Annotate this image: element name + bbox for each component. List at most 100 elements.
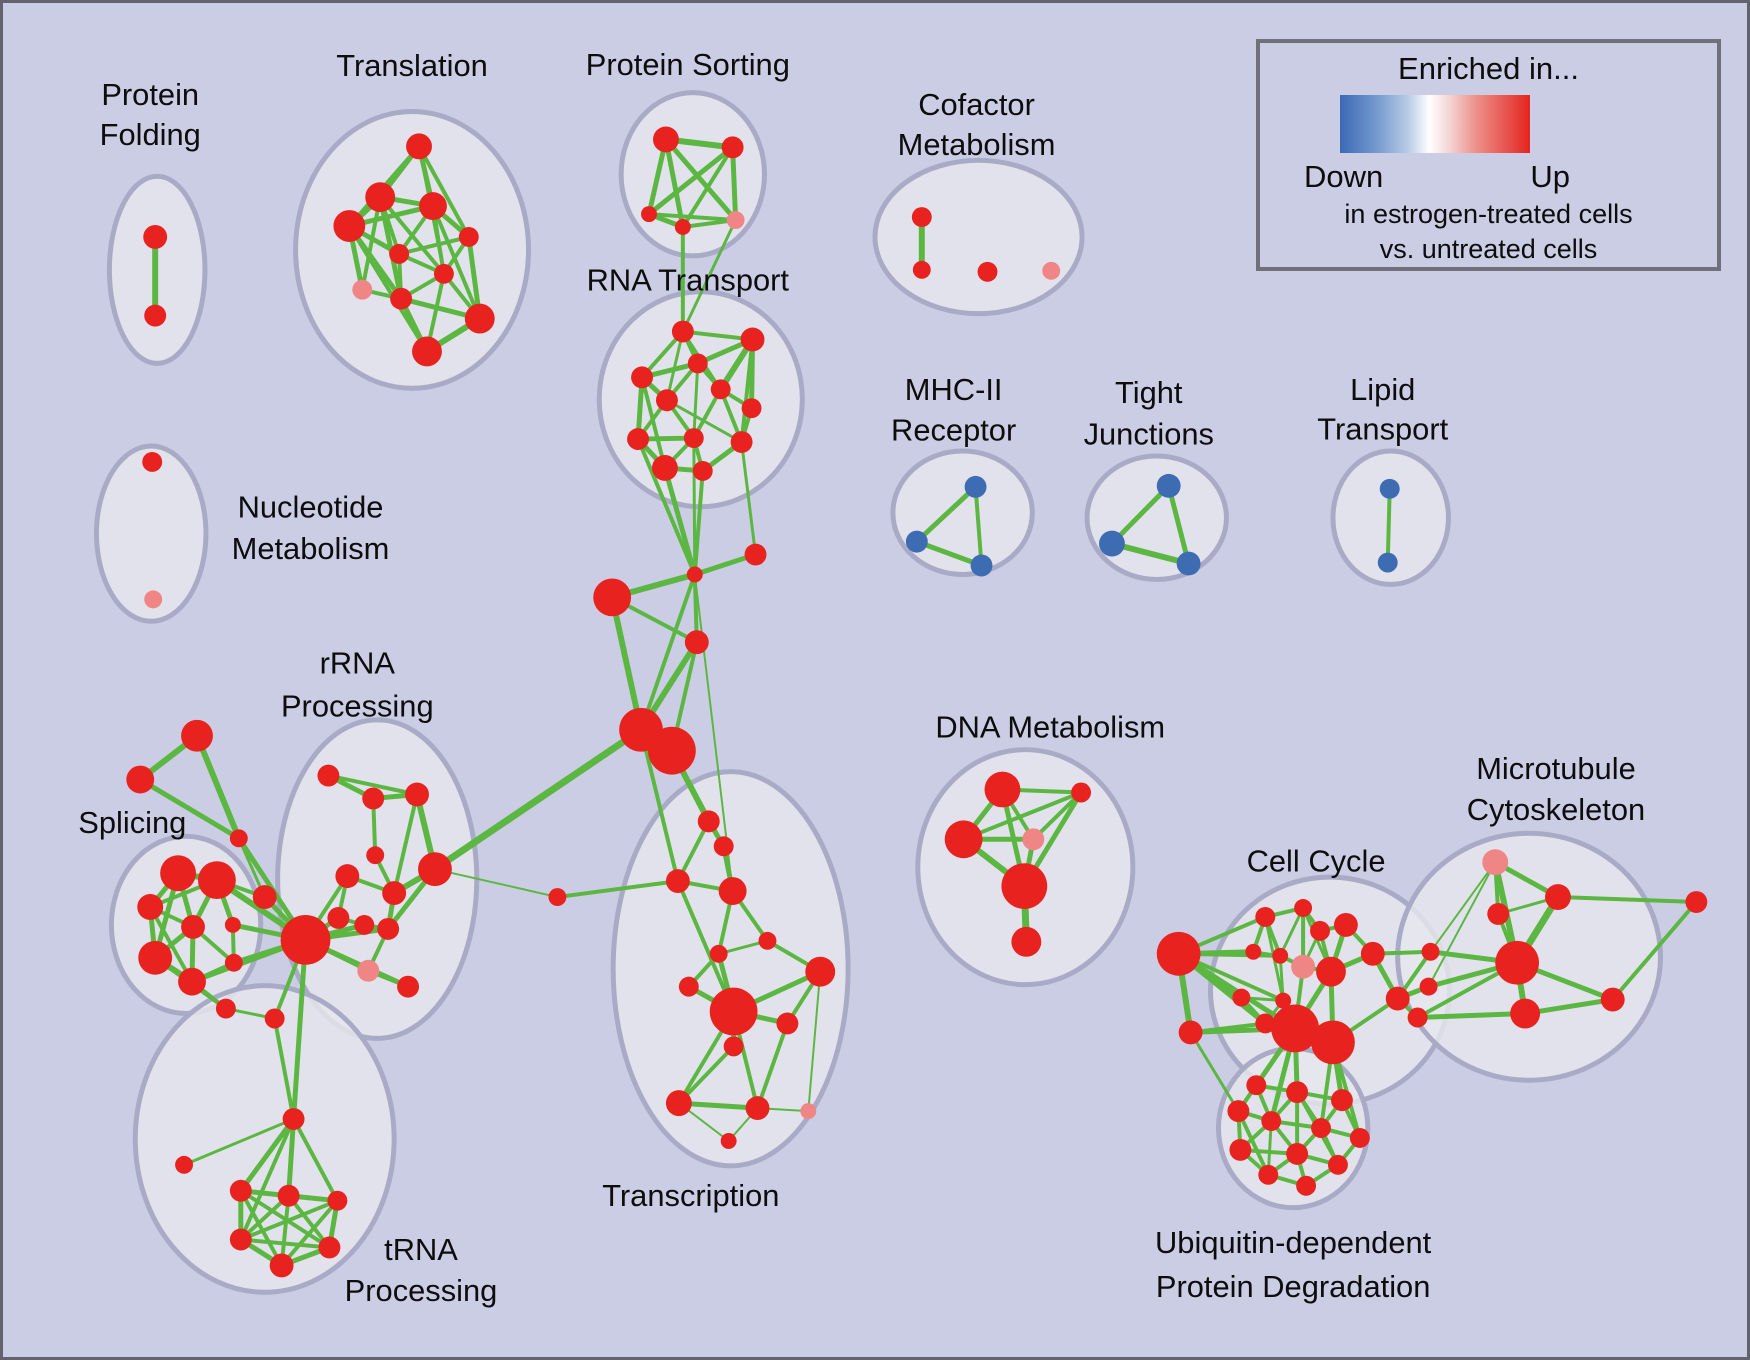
node-tl3 [333,210,366,242]
cluster-label-lipid-transport: Lipid [1350,372,1415,407]
edge-tc-u1 [286,1116,297,1199]
edge-u2-u3 [238,1198,340,1242]
node-w5 [1311,1118,1331,1138]
node-rr4 [335,864,360,889]
node-v7 [678,976,699,997]
edge-ps0-ps3 [663,136,686,230]
node-G2 [648,726,696,775]
node-rr9 [377,917,400,940]
edge-v8-v14 [807,970,822,1113]
node-v12 [665,1090,692,1117]
edge-rr2-rr6 [392,792,420,896]
node-rt7 [627,428,650,451]
node-ps3 [674,219,691,235]
node-tl7 [352,279,373,300]
legend-gradient-bar [1340,95,1530,153]
node-d5 [1011,926,1042,957]
node-w6 [1229,1138,1252,1161]
node-c0 [686,566,703,583]
cluster-ellipse-transcription [610,769,851,1169]
node-lp0 [1379,478,1400,499]
node-sp6 [224,953,243,972]
node-w3 [1286,1081,1309,1104]
node-v2 [665,869,690,894]
node-e12 [1271,1004,1320,1053]
edge-rt3-rt10 [640,375,667,470]
node-mh2 [970,554,993,577]
node-w9 [1258,1164,1279,1185]
node-v11 [723,1036,744,1057]
cluster-ellipse-trna-processing [132,983,397,1295]
node-rt4 [710,379,731,400]
node-u1 [277,1184,300,1207]
edge-u3-u4 [238,1237,332,1250]
node-sp5 [138,940,173,975]
node-rr13 [264,1008,285,1029]
cluster-label-ubiquitin-degradation: Ubiquitin-dependent [1155,1225,1432,1260]
edge-tl2-tl9 [430,204,482,321]
node-cf0 [911,207,932,228]
node-rr5 [418,852,452,887]
edge-rt2-rt8 [692,361,700,440]
cluster-label-protein-folding: Protein [101,77,199,112]
node-B1 [1156,931,1201,976]
edge-B2-w1 [1189,1030,1240,1113]
node-u0 [229,1179,252,1202]
cluster-label-splicing: Splicing [78,805,186,840]
edge-ps1-ps2 [646,144,736,217]
node-u4 [318,1236,341,1259]
node-g4 [1510,998,1541,1029]
node-g6 [1685,891,1708,913]
node-tl8 [390,287,413,310]
node-d0 [984,771,1021,808]
node-d4 [1001,863,1048,909]
node-rr6 [382,881,407,906]
edge-x1-x3 [194,732,242,842]
cluster-label-microtubule-cytoskeleton: Microtubule [1476,751,1636,786]
edge-G1-v2 [639,727,680,884]
edge-w1-w9 [1236,1109,1271,1177]
node-e10 [1360,941,1385,966]
node-lp1 [1377,552,1398,573]
cluster-label-trna-processing: Processing [345,1273,498,1308]
node-rt11 [692,460,713,481]
node-v0 [697,810,720,833]
edge-u2-u5 [279,1198,340,1268]
node-cf3 [1042,261,1061,280]
node-tj1 [1099,530,1125,557]
node-ps2 [641,206,657,223]
node-rr0 [317,764,340,787]
cluster-label-rrna-processing: Processing [281,688,434,723]
edge-rt5-rt9 [665,398,744,444]
edge-g0-m1 [1427,861,1497,988]
edge-rr5-G1 [431,726,645,873]
node-sp7 [178,967,206,996]
node-v6 [709,944,728,963]
node-e6 [1316,956,1346,987]
node-tl6 [433,263,454,284]
node-w11 [1327,1154,1348,1175]
edge-rr5-v4 [433,868,559,899]
node-g2 [1487,903,1510,925]
edge-ps2-ps4 [647,212,738,223]
edge-x2-x3 [137,777,242,841]
cluster-ellipse-cofactor-metabolism [872,157,1085,317]
node-cf1 [912,260,931,279]
edge-mh0-mh2 [973,484,984,568]
edge-u1-u4 [286,1193,332,1250]
node-sp4 [224,916,241,933]
node-w7 [1286,1142,1309,1165]
node-tl5 [389,243,410,264]
node-rr12 [252,885,277,909]
cluster-label-nucleotide-metabolism: Nucleotide [238,489,384,524]
node-rt8 [683,428,704,449]
edge-tl4-tl5 [397,234,471,256]
node-e3 [1245,943,1262,960]
node-v9 [709,987,758,1036]
node-e2 [1310,920,1330,941]
node-c3 [684,630,709,655]
node-g0 [1482,849,1509,876]
node-d2 [1071,782,1092,803]
node-rr8 [354,914,375,935]
